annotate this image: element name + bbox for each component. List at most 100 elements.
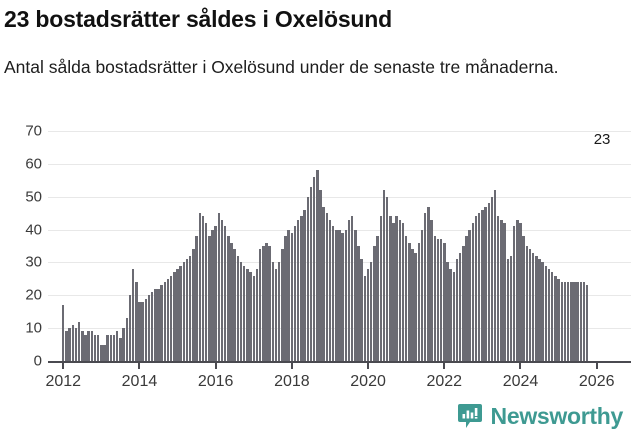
bar [258,249,262,361]
bar [474,216,478,361]
y-axis-tick-label: 50 [25,188,42,206]
bar-chart-speech-bubble-icon [457,403,483,429]
bar [452,272,456,361]
bar [570,282,573,361]
bar [516,219,519,361]
bar [128,295,132,361]
footer-branding: Newsworthy [457,401,623,431]
bar [544,265,548,361]
gridline [48,131,631,132]
bar [204,223,208,361]
bar [462,246,465,361]
x-axis-tick-label: 2020 [350,373,386,390]
x-axis-tick-label: 2012 [45,373,82,390]
bar [96,334,100,361]
bar [557,278,560,361]
bar [220,219,224,361]
bar [265,242,268,361]
bar [560,282,563,361]
bar [281,249,284,361]
bar [201,216,205,361]
bar [427,206,430,361]
bar [576,282,579,361]
bar [271,262,275,361]
bar [338,229,341,361]
bar [93,334,97,361]
bar [446,262,449,361]
bar [189,255,192,361]
bar [379,216,382,361]
bar [585,285,589,361]
bar [135,282,138,361]
bar [144,298,148,361]
x-axis-tick-mark [214,361,217,369]
bar [554,275,557,361]
bar [90,331,94,361]
y-axis-tick-label: 20 [25,286,42,304]
bar [573,282,576,361]
bar [404,236,408,361]
bar [208,236,211,361]
bar [376,236,379,361]
bar [296,219,300,361]
bar [185,259,189,361]
bar [497,216,500,361]
bar [160,285,163,361]
bar [357,246,360,361]
bar [363,275,367,361]
bar [439,239,443,361]
bar [528,249,532,361]
bar [74,328,78,361]
x-axis-tick-mark [62,361,65,369]
newsworthy-logo-text: Newsworthy [490,402,624,429]
bar [227,236,230,361]
bar [309,186,313,361]
bar [252,275,255,361]
bar [198,213,201,361]
bar [566,282,570,361]
bar [389,216,392,361]
bar [268,246,271,361]
bar [490,196,494,361]
bar [169,275,173,361]
bar [68,328,71,361]
bar [290,232,294,361]
bar [423,213,427,361]
x-axis-tick-mark [138,361,141,369]
bar [262,246,265,361]
bar [512,226,516,361]
bar [173,272,176,361]
x-axis-tick-label: 2014 [121,373,158,390]
page-subtitle: Antal sålda bostadsrätter i Oxelösund un… [4,57,559,77]
y-axis-tick-label: 10 [25,319,42,337]
bar [182,262,186,361]
bar [109,334,113,361]
bar [274,269,278,361]
bar [233,249,236,361]
x-axis-tick-mark [290,361,293,369]
bar [395,216,398,361]
bar [112,334,116,361]
bar [150,292,154,361]
bar [179,265,182,361]
bar [430,219,433,361]
x-axis-tick-mark [519,361,522,369]
bar [341,232,344,361]
bar [103,344,106,361]
bar [230,242,233,361]
bar [236,255,240,361]
bar [354,229,357,361]
y-axis-tick-label: 0 [33,352,42,370]
bar [500,219,503,361]
gridline [48,196,631,198]
bar [401,223,405,361]
bar [522,236,525,361]
bar [284,236,287,361]
bar [243,265,246,361]
bar [366,269,370,361]
bar [125,318,128,361]
bar [328,219,332,361]
bar [493,190,497,361]
bar [176,269,179,361]
x-axis-tick-label: 2022 [426,373,463,390]
